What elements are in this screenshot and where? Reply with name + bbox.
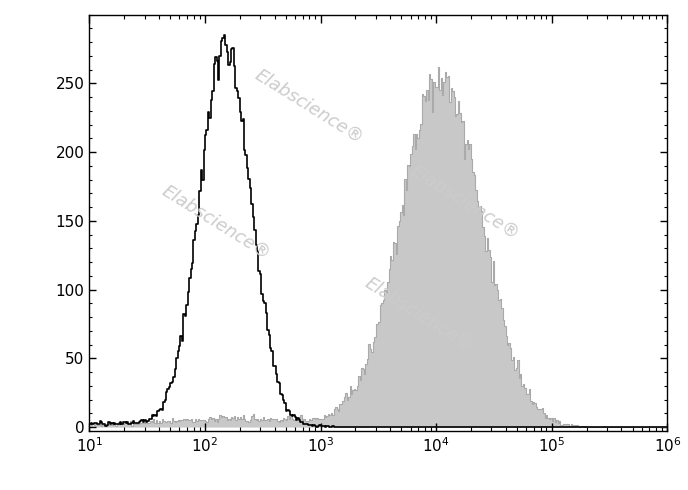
Text: Elabscience®: Elabscience® bbox=[252, 66, 367, 147]
Text: Elabscience®: Elabscience® bbox=[361, 274, 476, 355]
Text: Elabscience®: Elabscience® bbox=[159, 182, 274, 264]
Text: Elabscience®: Elabscience® bbox=[407, 162, 523, 243]
